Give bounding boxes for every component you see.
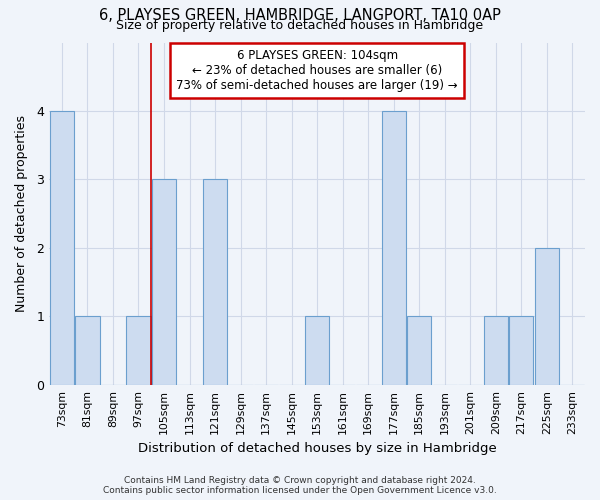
Bar: [535, 248, 559, 385]
Bar: [305, 316, 329, 385]
Y-axis label: Number of detached properties: Number of detached properties: [15, 115, 28, 312]
Bar: [127, 316, 151, 385]
X-axis label: Distribution of detached houses by size in Hambridge: Distribution of detached houses by size …: [138, 442, 496, 455]
Bar: [407, 316, 431, 385]
Bar: [203, 180, 227, 385]
Text: Size of property relative to detached houses in Hambridge: Size of property relative to detached ho…: [116, 19, 484, 32]
Text: Contains HM Land Registry data © Crown copyright and database right 2024.
Contai: Contains HM Land Registry data © Crown c…: [103, 476, 497, 495]
Text: 6, PLAYSES GREEN, HAMBRIDGE, LANGPORT, TA10 0AP: 6, PLAYSES GREEN, HAMBRIDGE, LANGPORT, T…: [99, 8, 501, 22]
Bar: [509, 316, 533, 385]
Bar: [152, 180, 176, 385]
Bar: [50, 111, 74, 385]
Bar: [76, 316, 100, 385]
Bar: [484, 316, 508, 385]
Text: 6 PLAYSES GREEN: 104sqm
← 23% of detached houses are smaller (6)
73% of semi-det: 6 PLAYSES GREEN: 104sqm ← 23% of detache…: [176, 50, 458, 92]
Bar: [382, 111, 406, 385]
